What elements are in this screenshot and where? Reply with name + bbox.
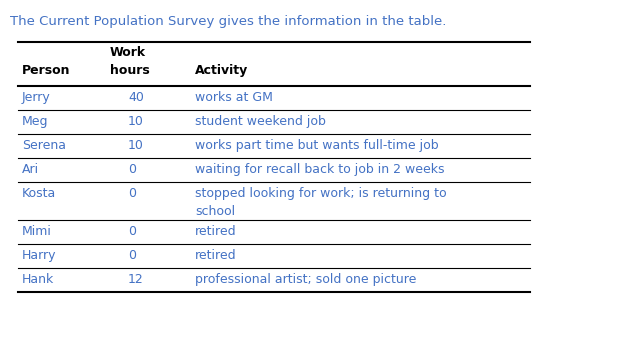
- Text: The Current Population Survey gives the information in the table.: The Current Population Survey gives the …: [10, 15, 447, 28]
- Text: Jerry: Jerry: [22, 91, 51, 104]
- Text: 10: 10: [128, 139, 144, 152]
- Text: retired: retired: [195, 225, 237, 238]
- Text: Person: Person: [22, 64, 71, 77]
- Text: Activity: Activity: [195, 64, 248, 77]
- Text: 0: 0: [128, 187, 136, 200]
- Text: retired: retired: [195, 249, 237, 262]
- Text: waiting for recall back to job in 2 weeks: waiting for recall back to job in 2 week…: [195, 163, 445, 176]
- Text: Harry: Harry: [22, 249, 57, 262]
- Text: Hank: Hank: [22, 273, 54, 286]
- Text: 40: 40: [128, 91, 144, 104]
- Text: Ari: Ari: [22, 163, 39, 176]
- Text: works part time but wants full-time job: works part time but wants full-time job: [195, 139, 439, 152]
- Text: hours: hours: [110, 64, 150, 77]
- Text: 0: 0: [128, 225, 136, 238]
- Text: Mimi: Mimi: [22, 225, 52, 238]
- Text: 0: 0: [128, 163, 136, 176]
- Text: Serena: Serena: [22, 139, 66, 152]
- Text: 12: 12: [128, 273, 144, 286]
- Text: Kosta: Kosta: [22, 187, 56, 200]
- Text: student weekend job: student weekend job: [195, 115, 326, 128]
- Text: works at GM: works at GM: [195, 91, 273, 104]
- Text: Meg: Meg: [22, 115, 48, 128]
- Text: 10: 10: [128, 115, 144, 128]
- Text: 0: 0: [128, 249, 136, 262]
- Text: stopped looking for work; is returning to
school: stopped looking for work; is returning t…: [195, 187, 447, 218]
- Text: Work: Work: [110, 46, 146, 59]
- Text: professional artist; sold one picture: professional artist; sold one picture: [195, 273, 417, 286]
